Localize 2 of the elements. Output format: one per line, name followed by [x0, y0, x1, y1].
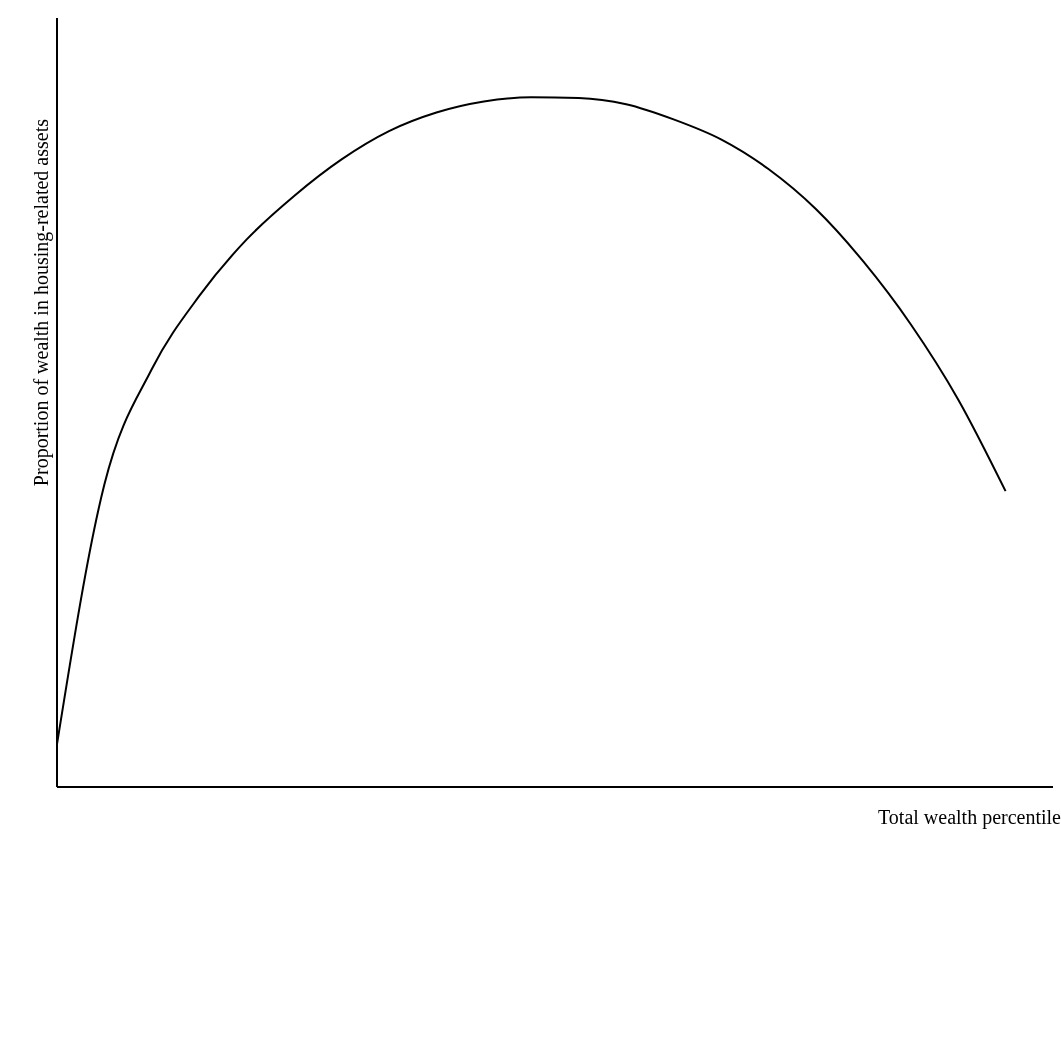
y-axis-title: Proportion of wealth in housing-related assets — [30, 119, 53, 487]
x-axis-title: Total wealth percentile — [878, 806, 1061, 829]
